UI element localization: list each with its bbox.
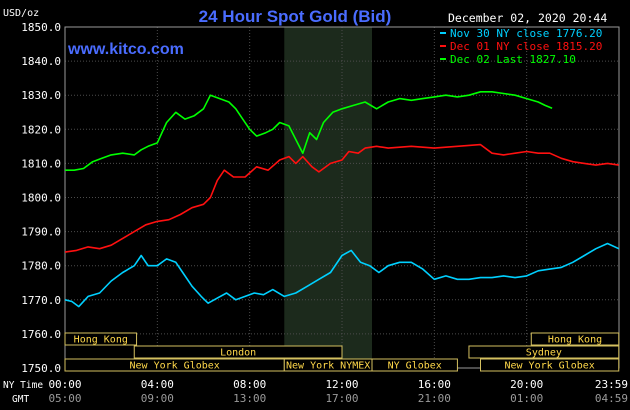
y-tick-label: 1780.0 [21,260,61,273]
session-label: Hong Kong [74,335,128,346]
y-tick-label: 1820.0 [21,123,61,136]
x-tick-label-gmt: 04:59 [595,392,628,405]
x-tick-label-ny: 00:00 [48,378,81,391]
session-label: New York Globex [129,361,219,372]
x-tick-label-ny: 04:00 [141,378,174,391]
series-line-1 [64,242,620,308]
x-tick-label-ny: 12:00 [325,378,358,391]
x-tick-label-gmt: 17:00 [325,392,358,405]
x-tick-label-ny: 23:59 [595,378,628,391]
x-tick-label-gmt: 21:00 [418,392,451,405]
session-box [468,345,620,359]
session-box [133,345,343,359]
x-tick-label-gmt: 13:00 [233,392,266,405]
session-box [371,358,458,372]
y-tick-label: 1810.0 [21,157,61,170]
session-label: New York NYMEX [286,361,370,372]
x-tick-label-ny: 20:00 [510,378,543,391]
session-box [530,332,620,346]
x-tick-label-gmt: 01:00 [510,392,543,405]
y-axis-label: USD/oz [3,8,39,19]
axes: 1850.0 1840.0 1830.0 1820.0 1810.0 1800.0 1790… [21,21,628,405]
session-label: Hong Kong [548,335,602,346]
x-tick-label-gmt: 09:00 [141,392,174,405]
session-label: NY Globex [388,361,442,372]
y-tick-label: 1850.0 [21,21,61,34]
chart-title: 24 Hour Spot Gold (Bid) [199,7,392,26]
series-line-2 [64,143,619,253]
x-tick-label-gmt: 05:00 [48,392,81,405]
x-row-label-gmt: GMT [12,394,29,405]
session-label: Sydney [526,348,562,359]
y-tick-label: 1830.0 [21,89,61,102]
series-line-3 [65,91,553,171]
x-row-label-ny: NY Time [3,380,43,391]
y-tick-label: 1790.0 [21,226,61,239]
session-box [64,332,138,346]
legend-entry: Dec 02 Last 1827.10 [450,53,576,66]
shaded-session-region [284,27,373,368]
x-tick-label-ny: 08:00 [233,378,266,391]
y-tick-label: 1760.0 [21,328,61,341]
session-label: London [220,348,256,359]
y-tick-label: 1750.0 [21,362,61,375]
legend-entry: Dec 01 NY close 1815.20 [450,40,602,53]
plot-area [64,26,620,369]
y-tick-label: 1840.0 [21,55,61,68]
y-tick-label: 1800.0 [21,192,61,205]
x-tick-label-ny: 16:00 [418,378,451,391]
watermark: www.kitco.com [67,41,184,58]
legend-entry: Nov 30 NY close 1776.20 [450,27,602,40]
session-label: New York Globex [504,361,594,372]
y-tick-label: 1770.0 [21,294,61,307]
session-box [480,358,620,372]
series-lines [64,91,620,308]
market-sessions: Hong Kong Hong Kong London Sydney New York G… [64,332,620,372]
date-stamp: December 02, 2020 20:44 [448,11,607,25]
